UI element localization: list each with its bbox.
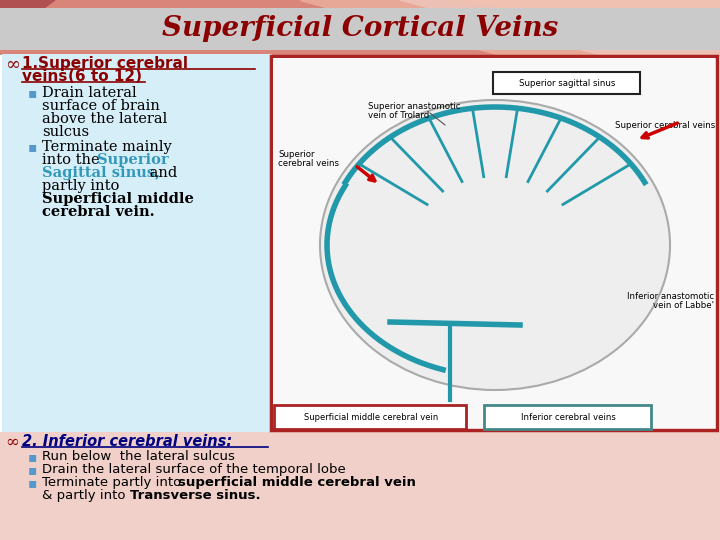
FancyBboxPatch shape [493,72,640,94]
Text: veins: veins [22,69,73,84]
Text: Superior cerebral: Superior cerebral [38,56,188,71]
Text: ▪: ▪ [28,86,37,100]
Text: Superficial middle: Superficial middle [42,192,194,206]
Text: Transverse sinus.: Transverse sinus. [130,489,261,502]
Text: (6 to 12): (6 to 12) [68,69,142,84]
Text: Superficial middle cerebral vein: Superficial middle cerebral vein [304,413,438,422]
Text: Superior cerebral veins: Superior cerebral veins [615,120,715,130]
Text: Sagittal sinus,: Sagittal sinus, [42,166,160,180]
Text: ∞: ∞ [5,56,20,74]
Text: surface of brain: surface of brain [42,99,160,113]
Text: ∞: ∞ [5,434,19,451]
Bar [271,56,717,430]
Polygon shape [300,0,720,55]
Text: 2. Inferior cerebral veins:: 2. Inferior cerebral veins: [22,434,233,449]
Text: partly into: partly into [42,179,120,193]
Text: 1.: 1. [22,56,43,71]
Text: Terminate mainly: Terminate mainly [42,140,172,154]
Bar [0,0,720,55]
Text: Superior: Superior [97,153,168,167]
FancyBboxPatch shape [274,405,466,429]
Text: Superior sagittal sinus: Superior sagittal sinus [519,78,615,87]
Text: Superior: Superior [278,150,315,159]
Text: Inferior cerebral veins: Inferior cerebral veins [521,413,616,422]
Bar [2,54,272,432]
Text: cerebral vein.: cerebral vein. [42,205,155,219]
Text: Drain the lateral surface of the temporal lobe: Drain the lateral surface of the tempora… [42,463,346,476]
Text: Inferior anastomotic: Inferior anastomotic [627,292,714,301]
Text: cerebral veins: cerebral veins [278,159,339,168]
Text: vein of Labbe': vein of Labbe' [653,301,714,310]
Bar [273,58,715,428]
Ellipse shape [320,100,670,390]
Text: ▪: ▪ [28,140,37,154]
Polygon shape [450,0,720,30]
FancyBboxPatch shape [484,405,651,429]
Bar [0,432,720,540]
Polygon shape [400,0,720,55]
Text: ▪: ▪ [28,463,37,477]
Polygon shape [0,0,55,40]
Text: into the: into the [42,153,104,167]
Text: sulcus: sulcus [42,125,89,139]
Text: ▪: ▪ [28,476,37,490]
Text: superficial middle cerebral vein: superficial middle cerebral vein [178,476,416,489]
Bar [0,8,720,50]
Text: Terminate partly into: Terminate partly into [42,476,186,489]
Text: Superior anastomotic: Superior anastomotic [368,102,461,111]
Text: and: and [145,166,177,180]
Text: ▪: ▪ [28,450,37,464]
Text: above the lateral: above the lateral [42,112,167,126]
Text: Run below  the lateral sulcus: Run below the lateral sulcus [42,450,235,463]
Text: vein of Trolard: vein of Trolard [368,111,429,120]
Text: & partly into: & partly into [42,489,130,502]
Text: Drain lateral: Drain lateral [42,86,137,100]
Text: Superficial Cortical Veins: Superficial Cortical Veins [162,15,558,42]
